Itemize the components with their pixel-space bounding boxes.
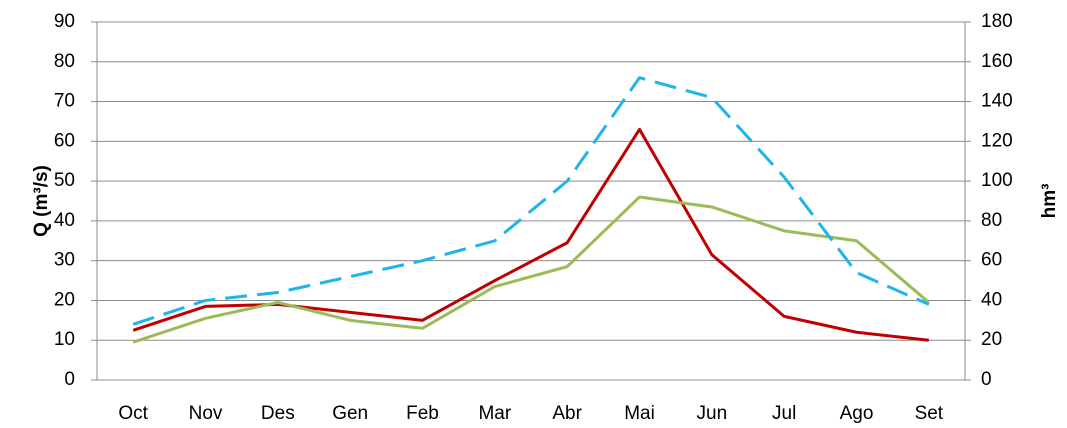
y2-tick-label: 160	[981, 51, 1013, 72]
y-tick-label: 90	[54, 11, 75, 32]
y-tick-label: 50	[54, 170, 75, 191]
y-tick-label: 0	[64, 369, 75, 390]
series-line	[132, 195, 930, 344]
y-tick-label: 10	[54, 329, 75, 350]
x-tick-label: Abr	[552, 403, 582, 424]
y-tick-label: 80	[54, 51, 75, 72]
y-tick-label: 20	[54, 289, 75, 310]
y-tick-label: 70	[54, 91, 75, 112]
x-tick-label: Mai	[624, 403, 655, 424]
x-tick-label: Oct	[118, 403, 148, 424]
y2-tick-label: 60	[981, 250, 1002, 271]
y2-tick-label: 180	[981, 11, 1013, 32]
y2-tick-label: 100	[981, 170, 1013, 191]
y2-tick-label: 20	[981, 329, 1002, 350]
x-tick-label: Jul	[772, 403, 796, 424]
y-tick-label: 40	[54, 210, 75, 231]
y2-tick-label: 80	[981, 210, 1002, 231]
y2-tick-label: 120	[981, 130, 1013, 151]
x-tick-label: Ago	[840, 403, 874, 424]
x-tick-label: Feb	[406, 403, 439, 424]
y2-axis-title: hm³	[1039, 184, 1060, 219]
x-tick-label: Gen	[332, 403, 368, 424]
y-tick-label: 30	[54, 250, 75, 271]
y2-tick-label: 140	[981, 91, 1013, 112]
y-tick-label: 60	[54, 130, 75, 151]
series-line	[132, 76, 930, 326]
y2-tick-label: 0	[981, 369, 992, 390]
y2-tick-label: 40	[981, 289, 1002, 310]
x-tick-label: Jun	[697, 403, 728, 424]
x-tick-label: Des	[261, 403, 295, 424]
x-tick-label: Mar	[478, 403, 511, 424]
y-axis-title: Q (m³/s)	[31, 165, 52, 237]
x-tick-label: Set	[915, 403, 944, 424]
x-tick-label: Nov	[189, 403, 223, 424]
